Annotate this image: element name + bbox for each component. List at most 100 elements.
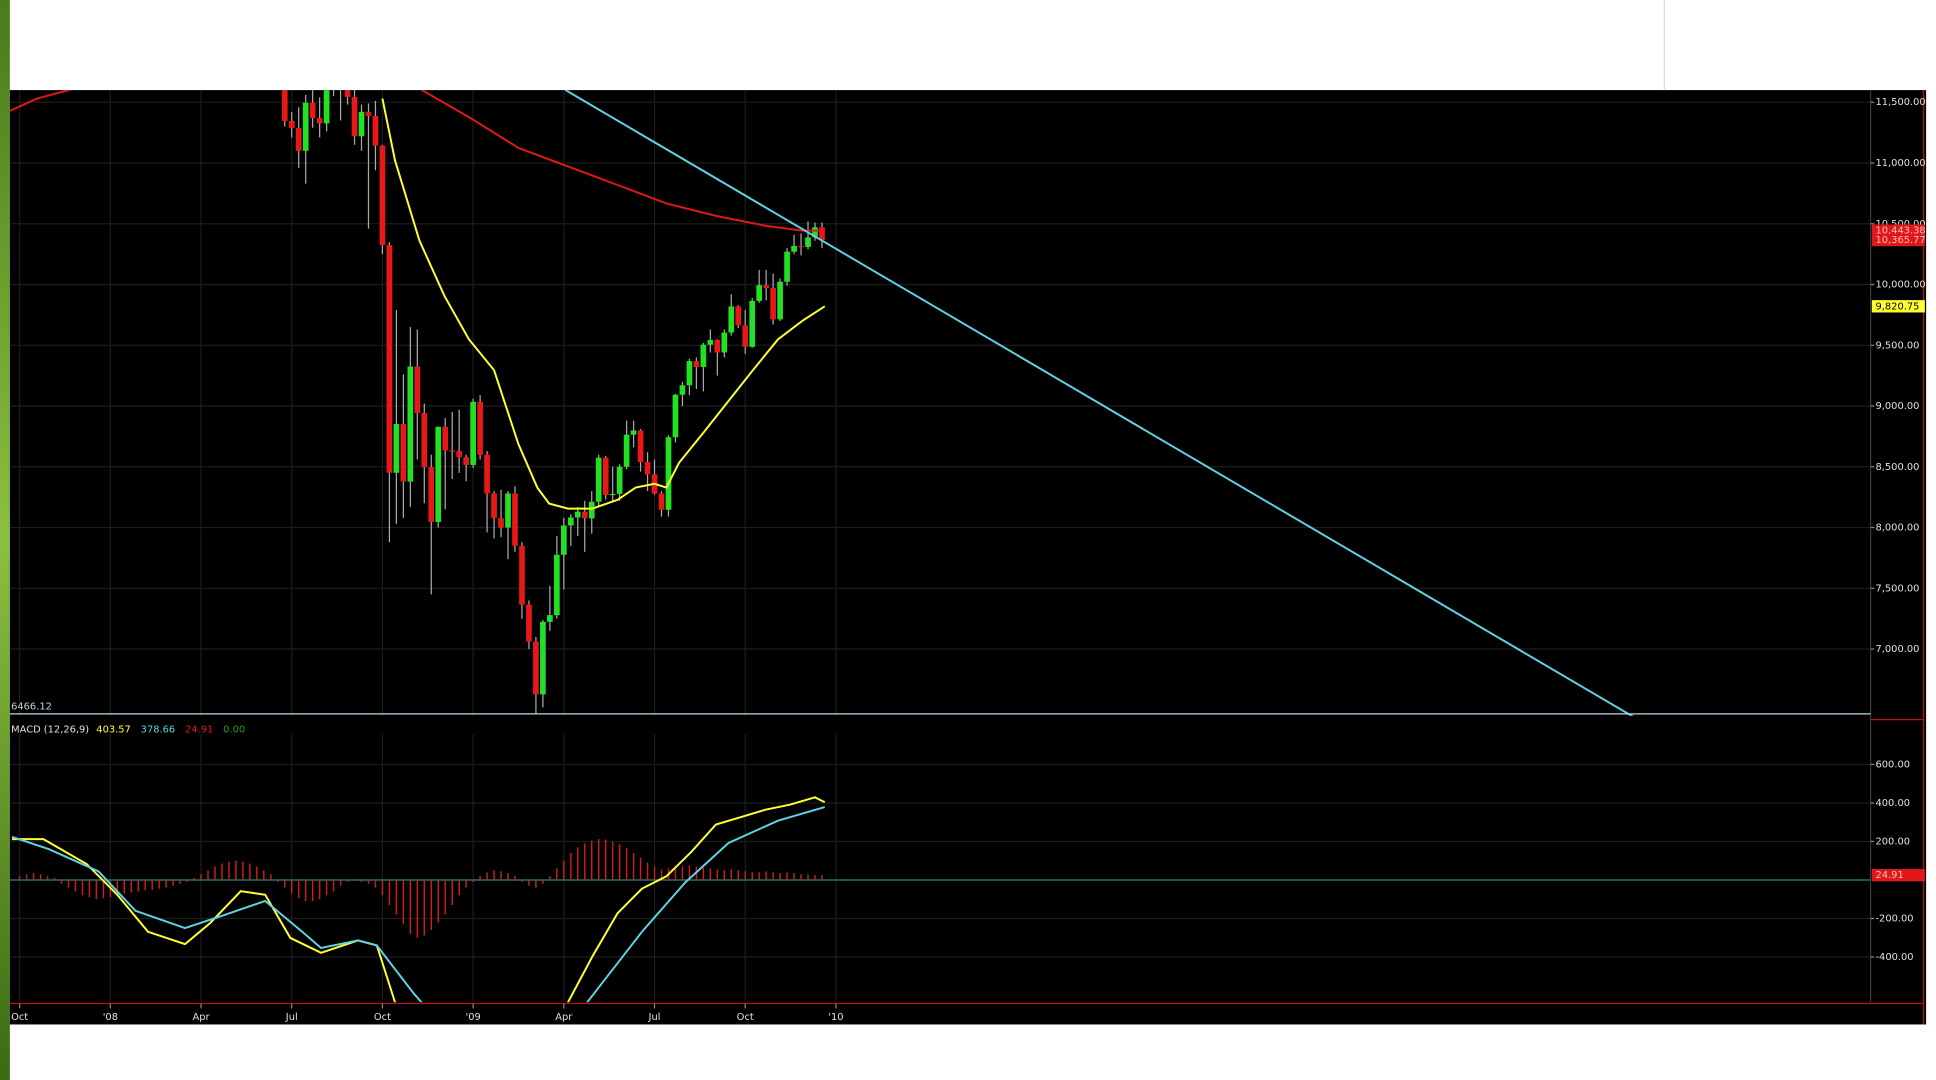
candle-body — [700, 344, 707, 368]
candle-body — [302, 102, 309, 151]
price-marker — [1871, 300, 1925, 313]
candle-body — [686, 361, 693, 386]
y-tick-label: 10,000.00 — [1876, 280, 1926, 291]
candle-body — [295, 128, 302, 151]
candle-body — [463, 457, 469, 465]
candle-body — [679, 385, 686, 395]
price-panel — [9, 90, 1634, 716]
y-tick-label: 10,500.00 — [1876, 219, 1926, 230]
macd-readout: 403.57 — [96, 724, 131, 735]
candle-body — [421, 412, 428, 468]
grid — [9, 90, 1871, 1003]
candle-body — [435, 426, 442, 522]
candle-body — [379, 145, 386, 246]
candle-body — [567, 517, 574, 526]
candle-body — [505, 493, 511, 528]
candle-body — [428, 467, 435, 522]
candle-body — [707, 339, 714, 345]
x-tick-label: Apr — [193, 1012, 211, 1023]
macd-marker — [1871, 869, 1925, 882]
candle-body — [554, 554, 560, 616]
candle-body — [281, 90, 288, 121]
candle-body — [540, 621, 546, 695]
candle-body — [812, 227, 818, 238]
x-tick-label: Oct — [11, 1012, 28, 1023]
candle-body — [365, 111, 372, 116]
candle-body — [791, 245, 797, 252]
candle-body — [588, 501, 595, 519]
candle-body — [519, 545, 525, 605]
candle-body — [386, 245, 393, 473]
x-tick-label: Jul — [648, 1012, 661, 1023]
candle-body — [602, 457, 609, 495]
macd-readout: 378.66 — [141, 724, 176, 735]
candle-body — [344, 90, 351, 98]
candle-body — [470, 401, 476, 465]
x-tick-label: Oct — [737, 1012, 754, 1023]
candle-body — [574, 511, 581, 518]
macd-readout: 0.00 — [223, 724, 245, 735]
y-tick-label: 9,000.00 — [1876, 401, 1920, 412]
candle-body — [547, 615, 553, 622]
y-tick-label: 7,500.00 — [1876, 583, 1920, 594]
candle-body — [644, 462, 651, 475]
macd-readout: 24.91 — [185, 724, 213, 735]
candle-body — [358, 111, 365, 137]
candle-body — [442, 426, 449, 451]
price-marker-label: 10,365.77 — [1876, 235, 1926, 246]
candle-body — [798, 245, 804, 248]
candle-body — [400, 424, 407, 482]
y-tick-label: 8,500.00 — [1876, 462, 1920, 473]
candle-body — [609, 493, 616, 496]
candle-body — [770, 287, 776, 320]
candle-body — [477, 401, 483, 455]
x-tick-label: '10 — [828, 1012, 843, 1023]
macd-marker-label: 24.91 — [1876, 870, 1904, 881]
x-tick-label: Apr — [555, 1012, 573, 1023]
candle-body — [288, 120, 295, 129]
candle-body — [351, 97, 358, 137]
x-tick-label: '08 — [103, 1012, 118, 1023]
y-tick-label: 11,000.00 — [1876, 158, 1926, 169]
candle-body — [407, 366, 414, 482]
y-tick-label: -200.00 — [1876, 913, 1914, 924]
candle-body — [491, 493, 497, 519]
x-tick-label: Jul — [285, 1012, 298, 1023]
y-tick-label: -400.00 — [1876, 952, 1914, 963]
candle-body — [714, 339, 721, 353]
labels: MACD (12,26,9) 7,000.00 7,500.00 8,000.00 8… — [9, 97, 1926, 1023]
candle-body — [498, 518, 504, 528]
macd-line — [11, 806, 826, 1003]
x-tick-label: Oct — [374, 1012, 391, 1023]
candle-body — [763, 285, 769, 288]
candle-body — [309, 102, 316, 119]
y-tick-label: 200.00 — [1876, 836, 1911, 847]
candle-body — [581, 511, 588, 519]
y-tick-label: 8,000.00 — [1876, 523, 1920, 534]
candle-body — [630, 430, 637, 435]
candle-body — [393, 424, 400, 473]
candle-body — [784, 251, 790, 282]
candle-body — [526, 604, 532, 642]
y-tick-label: 11,500.00 — [1876, 97, 1926, 108]
candle-body — [756, 285, 763, 301]
price-marker — [1871, 224, 1925, 237]
candle-body — [693, 361, 700, 368]
macd-panel — [9, 796, 1871, 1003]
candle-body — [728, 306, 735, 333]
y-tick-label: 600.00 — [1876, 759, 1911, 770]
candle-body — [658, 493, 665, 510]
price-marker-label: 10,443.38 — [1876, 226, 1926, 237]
y-tick-label: 9,500.00 — [1876, 340, 1920, 351]
candle-body — [449, 450, 456, 452]
candle-body — [484, 454, 490, 494]
candle-body — [623, 434, 630, 467]
macd-title: MACD (12,26,9) — [11, 724, 89, 735]
candle-body — [372, 115, 379, 146]
candle-body — [735, 306, 742, 326]
macd-line — [11, 796, 826, 1003]
candle-body — [616, 466, 623, 494]
reference-label: 6466.12 — [11, 702, 52, 713]
